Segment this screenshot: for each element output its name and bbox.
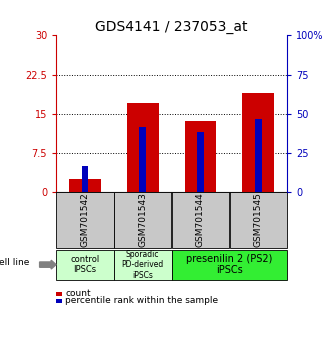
- Text: GSM701544: GSM701544: [196, 193, 205, 247]
- Bar: [127, 103, 159, 192]
- Bar: [255, 119, 262, 192]
- Text: cell line: cell line: [0, 258, 30, 267]
- Bar: [139, 127, 146, 192]
- FancyBboxPatch shape: [114, 192, 171, 248]
- Bar: [242, 93, 274, 192]
- FancyBboxPatch shape: [230, 192, 287, 248]
- Bar: [184, 121, 216, 192]
- Title: GDS4141 / 237053_at: GDS4141 / 237053_at: [95, 21, 248, 34]
- Text: GSM701542: GSM701542: [81, 193, 89, 247]
- Text: GSM701543: GSM701543: [138, 193, 147, 247]
- Text: control
IPSCs: control IPSCs: [70, 255, 100, 274]
- Text: presenilin 2 (PS2)
iPSCs: presenilin 2 (PS2) iPSCs: [186, 254, 273, 275]
- Bar: [197, 132, 204, 192]
- Bar: [69, 179, 101, 192]
- Text: Sporadic
PD-derived
iPSCs: Sporadic PD-derived iPSCs: [121, 250, 164, 280]
- FancyBboxPatch shape: [56, 192, 114, 248]
- Bar: [82, 166, 88, 192]
- Text: GSM701545: GSM701545: [254, 193, 263, 247]
- Text: percentile rank within the sample: percentile rank within the sample: [65, 296, 218, 305]
- FancyBboxPatch shape: [172, 192, 229, 248]
- Text: count: count: [65, 289, 91, 298]
